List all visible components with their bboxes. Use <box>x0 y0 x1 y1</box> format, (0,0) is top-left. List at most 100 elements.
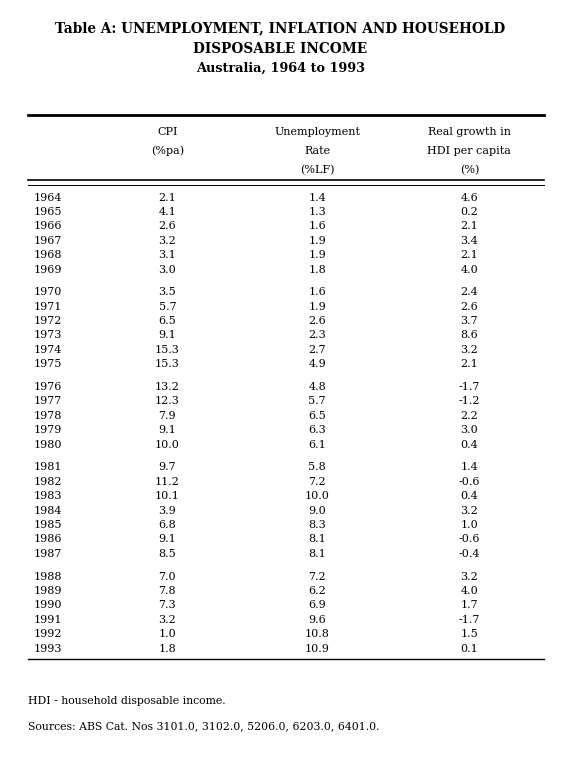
Text: 8.1: 8.1 <box>308 549 326 559</box>
Text: 3.2: 3.2 <box>159 615 176 625</box>
Text: -0.4: -0.4 <box>458 549 480 559</box>
Text: (%LF): (%LF) <box>300 164 334 175</box>
Text: 1964: 1964 <box>34 193 62 202</box>
Text: 1.7: 1.7 <box>461 600 478 610</box>
Text: 15.3: 15.3 <box>155 345 180 355</box>
Text: 1974: 1974 <box>34 345 62 355</box>
Text: 1.9: 1.9 <box>308 236 326 246</box>
Text: 1.4: 1.4 <box>308 193 326 202</box>
Text: (%pa): (%pa) <box>151 146 184 156</box>
Text: 5.7: 5.7 <box>308 396 326 406</box>
Text: 6.9: 6.9 <box>308 600 326 610</box>
Text: Unemployment: Unemployment <box>274 127 360 136</box>
Text: 1986: 1986 <box>34 534 62 544</box>
Text: 3.2: 3.2 <box>159 236 176 246</box>
Text: HDI - household disposable income.: HDI - household disposable income. <box>28 696 226 706</box>
Text: (%): (%) <box>459 164 479 175</box>
Text: 2.4: 2.4 <box>461 287 478 297</box>
Text: 1971: 1971 <box>34 302 62 312</box>
Text: 10.0: 10.0 <box>305 491 329 501</box>
Text: 7.0: 7.0 <box>159 572 176 581</box>
Text: CPI: CPI <box>157 127 178 136</box>
Text: 2.3: 2.3 <box>308 330 326 340</box>
Text: 10.8: 10.8 <box>305 629 329 639</box>
Text: 0.2: 0.2 <box>461 207 478 217</box>
Text: 3.0: 3.0 <box>461 425 478 435</box>
Text: 8.1: 8.1 <box>308 534 326 544</box>
Text: 3.0: 3.0 <box>159 265 176 274</box>
Text: 6.2: 6.2 <box>308 586 326 596</box>
Text: -0.6: -0.6 <box>458 534 480 544</box>
Text: 1988: 1988 <box>34 572 62 581</box>
Text: 1982: 1982 <box>34 477 62 487</box>
Text: 9.1: 9.1 <box>159 330 176 340</box>
Text: 11.2: 11.2 <box>155 477 180 487</box>
Text: 1978: 1978 <box>34 411 62 421</box>
Text: Real growth in: Real growth in <box>428 127 511 136</box>
Text: 1979: 1979 <box>34 425 62 435</box>
Text: 1966: 1966 <box>34 221 62 231</box>
Text: 4.0: 4.0 <box>461 586 478 596</box>
Text: 1.0: 1.0 <box>461 520 478 530</box>
Text: 6.3: 6.3 <box>308 425 326 435</box>
Text: 5.8: 5.8 <box>308 462 326 472</box>
Text: 0.1: 0.1 <box>461 644 478 653</box>
Text: 9.6: 9.6 <box>308 615 326 625</box>
Text: 2.2: 2.2 <box>461 411 478 421</box>
Text: 1981: 1981 <box>34 462 62 472</box>
Text: 1990: 1990 <box>34 600 62 610</box>
Text: 2.7: 2.7 <box>308 345 326 355</box>
Text: 5.7: 5.7 <box>159 302 176 312</box>
Text: 1991: 1991 <box>34 615 62 625</box>
Text: 1.5: 1.5 <box>461 629 478 639</box>
Text: 13.2: 13.2 <box>155 382 180 392</box>
Text: 3.1: 3.1 <box>159 250 176 260</box>
Text: 1973: 1973 <box>34 330 62 340</box>
Text: 1.6: 1.6 <box>308 221 326 231</box>
Text: 1972: 1972 <box>34 316 62 326</box>
Text: 6.5: 6.5 <box>159 316 176 326</box>
Text: 1968: 1968 <box>34 250 62 260</box>
Text: 1.0: 1.0 <box>159 629 176 639</box>
Text: 2.6: 2.6 <box>308 316 326 326</box>
Text: 4.6: 4.6 <box>461 193 478 202</box>
Text: Table A: UNEMPLOYMENT, INFLATION AND HOUSEHOLD: Table A: UNEMPLOYMENT, INFLATION AND HOU… <box>56 21 505 35</box>
Text: Sources: ABS Cat. Nos 3101.0, 3102.0, 5206.0, 6203.0, 6401.0.: Sources: ABS Cat. Nos 3101.0, 3102.0, 52… <box>28 721 380 731</box>
Text: 3.5: 3.5 <box>159 287 176 297</box>
Text: 1.6: 1.6 <box>308 287 326 297</box>
Text: 12.3: 12.3 <box>155 396 180 406</box>
Text: Australia, 1964 to 1993: Australia, 1964 to 1993 <box>196 62 365 75</box>
Text: 2.1: 2.1 <box>159 193 176 202</box>
Text: 1992: 1992 <box>34 629 62 639</box>
Text: 1965: 1965 <box>34 207 62 217</box>
Text: 2.1: 2.1 <box>461 250 478 260</box>
Text: -1.2: -1.2 <box>458 396 480 406</box>
Text: 1.3: 1.3 <box>308 207 326 217</box>
Text: 1976: 1976 <box>34 382 62 392</box>
Text: 9.1: 9.1 <box>159 534 176 544</box>
Text: 1.9: 1.9 <box>308 250 326 260</box>
Text: 9.7: 9.7 <box>159 462 176 472</box>
Text: -1.7: -1.7 <box>459 615 480 625</box>
Text: 4.9: 4.9 <box>308 359 326 369</box>
Text: 1985: 1985 <box>34 520 62 530</box>
Text: -1.7: -1.7 <box>459 382 480 392</box>
Text: 3.4: 3.4 <box>461 236 478 246</box>
Text: 6.8: 6.8 <box>159 520 176 530</box>
Text: 2.1: 2.1 <box>461 359 478 369</box>
Text: 9.1: 9.1 <box>159 425 176 435</box>
Text: 10.1: 10.1 <box>155 491 180 501</box>
Text: 15.3: 15.3 <box>155 359 180 369</box>
Text: 7.2: 7.2 <box>308 477 326 487</box>
Text: 1980: 1980 <box>34 440 62 449</box>
Text: 4.1: 4.1 <box>159 207 176 217</box>
Text: 4.0: 4.0 <box>461 265 478 274</box>
Text: 3.2: 3.2 <box>461 506 478 515</box>
Text: 1975: 1975 <box>34 359 62 369</box>
Text: 2.1: 2.1 <box>461 221 478 231</box>
Text: 9.0: 9.0 <box>308 506 326 515</box>
Text: 7.8: 7.8 <box>159 586 176 596</box>
Text: 1.4: 1.4 <box>461 462 478 472</box>
Text: 1977: 1977 <box>34 396 62 406</box>
Text: 10.9: 10.9 <box>305 644 329 653</box>
